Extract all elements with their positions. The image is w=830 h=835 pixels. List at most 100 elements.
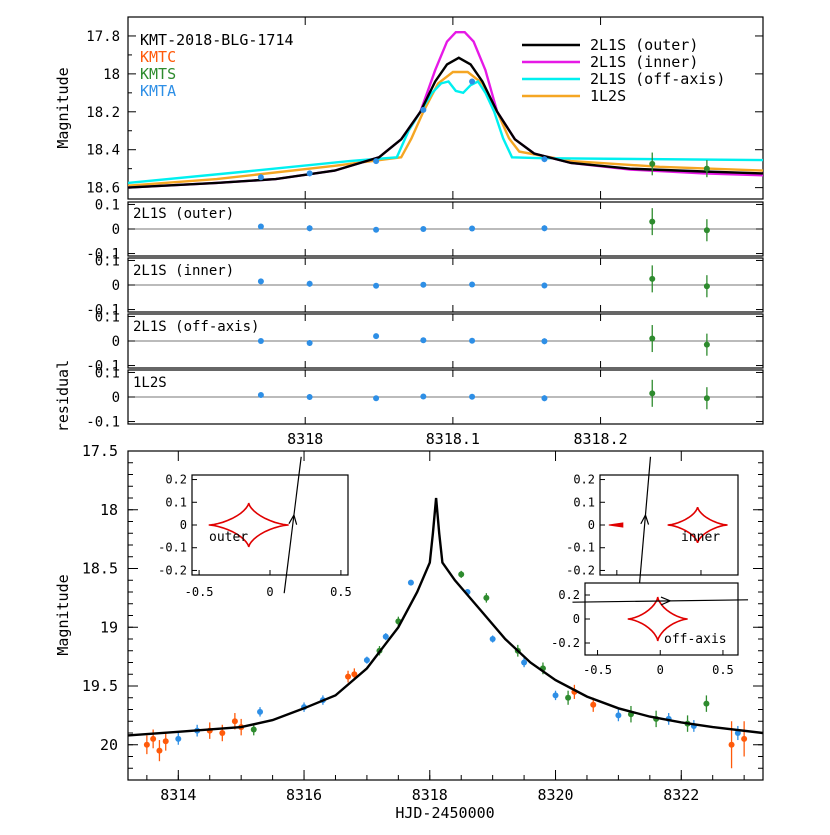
source-trajectory [572,599,749,603]
residual-point [306,225,313,232]
residual-point [420,281,427,288]
main-data-point [382,633,389,640]
caustic-curve [208,502,289,548]
residual-point [469,337,476,344]
residual-ytick-label: -0.1 [86,247,120,263]
residual-ytick-label: -0.1 [86,415,120,431]
top-data-point [257,174,264,181]
inset-xtick-label: -0.5 [583,663,612,677]
residual-point [420,337,427,344]
residual-ytick-label: 0 [112,334,120,350]
residual-ytick-label: 0.1 [95,309,120,325]
main-data-point [703,700,710,707]
source-trajectory [283,456,302,594]
residual-point [469,281,476,288]
residual-point [541,395,548,402]
residual-point [306,394,313,400]
residual-label-1l2s: 1L2S [133,375,167,391]
inset-ytick-label: -0.2 [551,636,580,650]
main-data-point [741,735,748,742]
inset-label-offaxis: off-axis [664,632,727,647]
main-data-point [489,636,496,642]
main-data-point [231,718,238,725]
residual-ytick-label: 0 [112,278,120,294]
residual-point [703,341,710,348]
inset-xtick-label: 0.5 [330,585,352,599]
top-data-point [703,165,710,172]
main-data-point [615,712,622,719]
top-ytick-label: 18 [103,67,120,83]
top-data-point [541,156,548,163]
top-data-point [469,78,476,85]
inset-frame [584,582,739,656]
main-data-point [351,671,358,678]
residual-ytick-label: 0 [112,222,120,238]
top-data-point [649,160,656,167]
inset-label-outer: outer [209,530,248,545]
residual-point [373,282,380,289]
residual-point [469,393,476,400]
legend-label-1l2s: 1L2S [590,87,626,105]
inset-ytick-label: 0.1 [165,495,187,509]
top-ytick-label: 18.2 [86,105,120,121]
residual-label-outer: 2L1S (outer) [133,206,234,222]
residual-point [257,338,264,344]
inset-xtick-label: 0.5 [712,663,734,677]
top-ytick-label: 18.4 [86,143,120,159]
inset-xtick-label: -0.5 [185,585,214,599]
inset-frame [191,474,349,576]
inset-ytick-label: -0.2 [566,563,595,577]
top-ylabel: Magnitude [54,67,72,148]
main-data-point [521,659,528,666]
main-data-point [590,701,597,708]
inset-label-inner: inner [681,530,720,545]
main-data-point [734,730,741,736]
main-xtick-label: 8318 [412,786,448,804]
main-data-point [345,673,352,680]
residual-ytick-label: -0.1 [86,359,120,375]
main-data-point [257,708,264,715]
main-ytick-label: 18 [100,501,118,519]
residual-point [649,335,656,342]
residual-point [541,225,548,232]
residual-xtick-label: 8318.2 [573,430,627,448]
main-ytick-label: 18.5 [82,560,118,578]
main-data-point [363,657,370,664]
inset-xtick-label: 0 [266,585,273,599]
residual-point [373,395,380,402]
residual-label-inner: 2L1S (inner) [133,263,234,279]
residual-point [703,227,710,234]
source-trajectory [638,456,652,594]
top-data-point [420,106,427,113]
residual-point [649,275,656,282]
residual-point [257,223,264,230]
main-model-curve [127,497,764,737]
model-offaxis [127,79,764,185]
small-caustic [608,522,624,528]
inset-ytick-label: 0.2 [558,588,580,602]
residual-point [257,278,264,285]
residual-ylabel: residual [54,360,72,432]
main-data-point [250,726,257,733]
main-xtick-label: 8322 [663,786,699,804]
residual-point [420,393,427,400]
main-xtick-label: 8320 [537,786,573,804]
main-data-point [407,579,414,586]
inset-ytick-label: 0.2 [165,473,187,487]
residual-point [541,338,548,345]
residual-ytick-label: 0 [112,390,120,406]
legend-label-outer: 2L1S (outer) [590,36,698,54]
legend-label-offaxis: 2L1S (off-axis) [590,70,725,88]
main-panel: 17.5 18 18.5 19 19.5 20 8314 8316 8318 8320 8322 [82,442,764,804]
trajectory-arrow [640,513,650,525]
inset-ytick-label: -0.1 [566,541,595,555]
residual-point [373,333,380,340]
inset-ytick-label: -0.2 [158,563,187,577]
event-label: KMT-2018-BLG-1714 [140,31,294,49]
main-data-point [458,571,465,578]
residual-point [703,395,710,402]
inset-ytick-label: 0 [180,518,187,532]
inset-xtick-label: 0 [657,663,664,677]
